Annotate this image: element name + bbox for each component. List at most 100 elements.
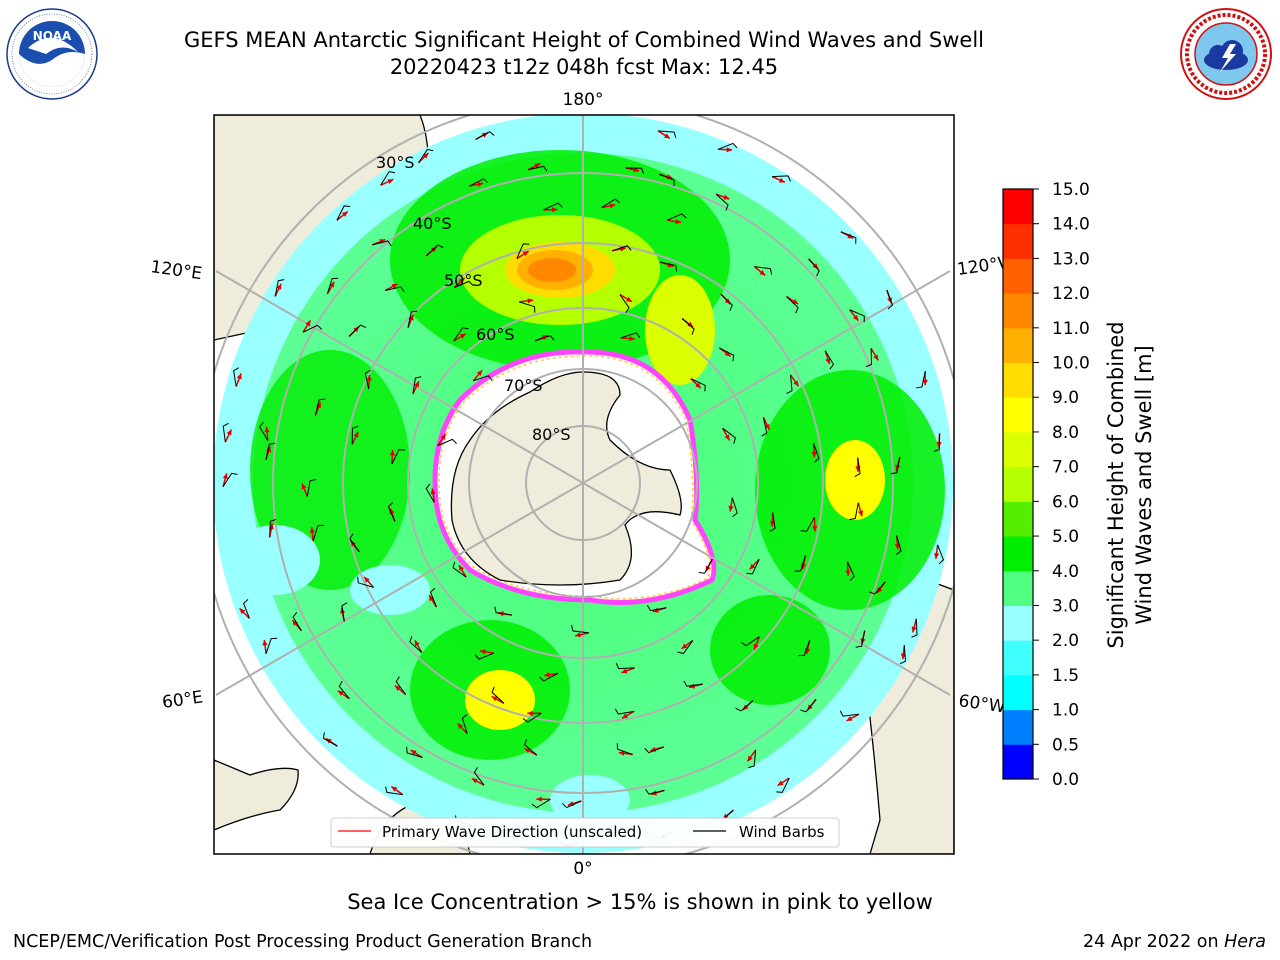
wind-barb — [222, 422, 229, 443]
footer-date-text: 24 Apr 2022 on — [1083, 932, 1225, 952]
wave-direction-arrowhead — [264, 426, 270, 433]
colorbar-label: Significant Height of Combined Wind Wave… — [1104, 321, 1156, 648]
wave-direction-arrowhead — [527, 710, 533, 716]
wind-barb — [808, 258, 820, 277]
wind-barb — [429, 587, 437, 608]
colorbar-tick-label: 0.5 — [1052, 735, 1079, 755]
wind-barb — [519, 301, 536, 313]
colorbar-tick-label: 4.0 — [1052, 562, 1079, 582]
wind-barb — [322, 732, 338, 747]
legend-barb-label: Wind Barbs — [739, 823, 825, 841]
wind-barb — [667, 213, 687, 221]
colorbar-swatch — [1003, 640, 1033, 676]
wind-barb — [539, 672, 559, 682]
colorbar-tick-label: 6.0 — [1052, 492, 1079, 512]
wind-barb — [658, 173, 675, 186]
colorbar-swatch — [1003, 466, 1033, 502]
wind-barb — [645, 788, 665, 795]
wave-direction-arrowhead — [687, 321, 694, 328]
wind-barb — [385, 786, 403, 796]
wind-barb — [418, 148, 434, 164]
wave-direction-arrowhead — [726, 147, 733, 153]
wave-direction-arrowhead — [536, 796, 542, 802]
wind-barb — [336, 205, 351, 221]
wave-direction-arrowhead — [524, 748, 531, 754]
wind-barb — [895, 535, 902, 555]
wind-barb — [387, 502, 396, 522]
wind-barb — [839, 710, 859, 717]
wave-direction-arrowhead — [391, 283, 398, 289]
wave-direction-arrowhead — [681, 643, 688, 649]
wave-direction-arrowhead — [527, 298, 534, 304]
wind-barb — [562, 800, 582, 809]
wave-direction-arrowhead — [226, 429, 232, 436]
wave-direction-arrowhead — [777, 780, 784, 786]
wave-direction-arrowhead — [629, 335, 635, 342]
nws-logo — [1180, 8, 1272, 100]
wave-direction-arrowhead — [389, 450, 395, 456]
wind-barb — [868, 581, 886, 595]
footer-machine: Hera — [1224, 932, 1266, 952]
wind-barb — [772, 175, 791, 182]
wind-barb — [746, 559, 760, 575]
wind-barb — [522, 712, 542, 723]
wave-direction-arrowhead — [430, 488, 436, 495]
sea-ice-caption: Sea Ice Concentration > 15% is shown in … — [347, 890, 933, 914]
wind-barb — [302, 324, 323, 333]
wave-direction-arrowhead — [471, 778, 478, 784]
wind-barb — [798, 640, 811, 657]
wind-barb — [524, 738, 538, 756]
colorbar-tick-label: 8.0 — [1052, 423, 1079, 443]
wave-direction-arrowhead — [858, 510, 864, 517]
footer-credit: NCEP/EMC/Verification Post Processing Pr… — [13, 932, 593, 952]
wind-barb — [854, 457, 861, 477]
wave-direction-arrowhead — [309, 527, 315, 533]
wind-barb — [407, 310, 418, 328]
wind-barb — [306, 479, 317, 497]
wind-barb — [516, 243, 530, 259]
wind-barb — [437, 438, 457, 447]
colorbar-swatch — [1003, 570, 1033, 606]
wind-barb — [326, 277, 339, 295]
legend-wave-label: Primary Wave Direction (unscaled) — [382, 823, 642, 841]
wave-direction-arrowhead — [236, 373, 242, 380]
colorbar-tick-label: 15.0 — [1052, 180, 1090, 200]
wind-barb — [292, 612, 302, 632]
wind-barb — [601, 198, 621, 209]
colorbar-frame — [1002, 188, 1034, 780]
chart-subtitle: 20220423 t12z 048h fcst Max: 12.45 — [389, 55, 779, 79]
colorbar-tick-label: 1.5 — [1052, 666, 1079, 686]
wave-direction-arrowhead — [422, 152, 429, 159]
noaa-logo-text: NOAA — [33, 29, 72, 43]
wave-direction-arrowhead — [778, 177, 785, 183]
wind-barb — [769, 512, 776, 532]
wind-barb — [531, 798, 551, 809]
wind-barb — [570, 624, 589, 634]
colorbar-tick-label: 3.0 — [1052, 596, 1079, 616]
wave-direction-arrowhead — [341, 211, 348, 217]
wind-barb — [527, 165, 548, 172]
graticule — [214, 115, 954, 854]
wind-barb — [683, 680, 703, 687]
wind-barb — [698, 558, 713, 574]
wind-barb — [474, 652, 495, 660]
colorbar-tick-label: 9.0 — [1052, 388, 1079, 408]
wind-barb — [731, 497, 738, 518]
wind-barb — [690, 378, 706, 392]
lon-label-120e: 120°E — [149, 257, 203, 284]
wind-barb — [865, 348, 873, 368]
colorbar-tick-label: 14.0 — [1052, 215, 1090, 235]
wind-barb — [911, 618, 918, 638]
wave-direction-arrowhead — [276, 283, 282, 290]
wave-direction-arrowhead — [410, 750, 417, 756]
lon-label-0: 0° — [573, 859, 592, 879]
wave-direction-arrowhead — [391, 786, 398, 792]
wind-barb — [259, 421, 269, 441]
colorbar-swatch — [1003, 327, 1033, 364]
wind-barb — [265, 442, 276, 460]
wind-barb — [660, 261, 678, 272]
colorbar-swatch — [1003, 536, 1033, 572]
wind-barb — [412, 376, 422, 394]
wind-barb — [619, 294, 630, 314]
wind-barb — [494, 606, 512, 616]
